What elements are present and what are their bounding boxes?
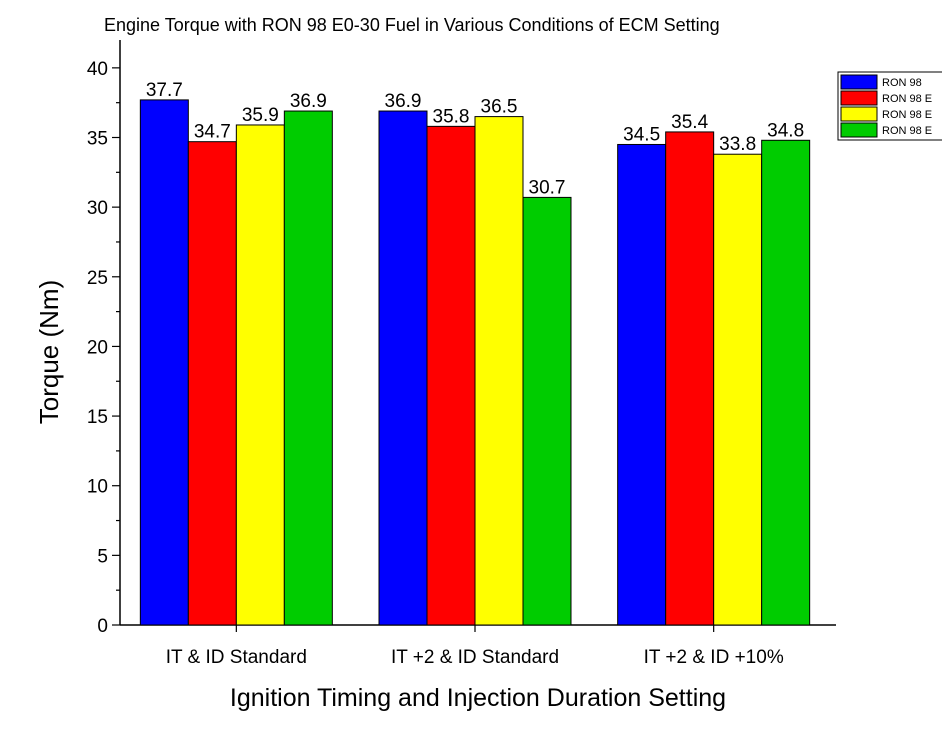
- bar: [617, 143, 667, 626]
- bar: [187, 141, 237, 626]
- bar: [474, 116, 524, 626]
- y-tick-label: 30: [87, 198, 108, 219]
- y-tick-label: 0: [97, 616, 108, 637]
- bar: [426, 125, 476, 626]
- legend-entry-label: RON 98: [882, 77, 922, 89]
- y-tick-label: 20: [87, 337, 108, 358]
- x-category-label: IT +2 & ID Standard: [391, 647, 559, 668]
- bar: [665, 131, 715, 626]
- y-tick-label: 35: [87, 129, 108, 150]
- bar-data-label: 36.9: [290, 91, 327, 112]
- bar: [713, 153, 763, 626]
- y-tick-label: 15: [87, 407, 108, 428]
- y-tick-label: 25: [87, 268, 108, 289]
- bar-data-label: 34.7: [194, 122, 231, 143]
- bar-data-label: 37.7: [146, 80, 183, 101]
- x-axis-title: Ignition Timing and Injection Duration S…: [230, 684, 726, 712]
- legend-swatch: [840, 74, 878, 90]
- plot-area: 0 5 10 15 20 25 30 35 40 IT & ID Standard 37.7 34.7…: [87, 40, 836, 668]
- legend-swatch: [840, 106, 878, 122]
- bar-data-label: 35.8: [433, 106, 470, 127]
- chart-title: Engine Torque with RON 98 E0-30 Fuel in …: [104, 15, 720, 35]
- legend-entry-label: RON 98 E: [882, 109, 932, 121]
- x-category-label: IT +2 & ID +10%: [644, 647, 784, 668]
- bar: [283, 110, 333, 626]
- bar-data-label: 35.4: [671, 112, 708, 133]
- bar-data-label: 35.9: [242, 105, 279, 126]
- bar: [139, 99, 189, 626]
- bar: [235, 124, 285, 626]
- legend-entry-label: RON 98 E: [882, 93, 932, 105]
- legend-entry-label: RON 98 E: [882, 125, 932, 137]
- x-category-label: IT & ID Standard: [166, 647, 307, 668]
- legend-swatch: [840, 90, 878, 106]
- y-tick-label: 40: [87, 59, 108, 80]
- y-tick-label: 5: [97, 546, 108, 567]
- bar-data-label: 36.9: [385, 91, 422, 112]
- legend: RON 98 RON 98 E RON 98 E RON 98 E: [837, 71, 942, 141]
- bar: [522, 196, 572, 626]
- bar-data-label: 36.5: [481, 97, 518, 118]
- y-tick-label: 10: [87, 477, 108, 498]
- bar-data-label: 33.8: [719, 134, 756, 155]
- legend-swatch: [840, 122, 878, 138]
- bar: [378, 110, 428, 626]
- bar-data-label: 34.5: [623, 124, 660, 145]
- bar: [761, 139, 811, 626]
- y-axis-title: Torque (Nm): [34, 280, 64, 424]
- bar-data-label: 30.7: [529, 177, 566, 198]
- bar-data-label: 34.8: [767, 120, 804, 141]
